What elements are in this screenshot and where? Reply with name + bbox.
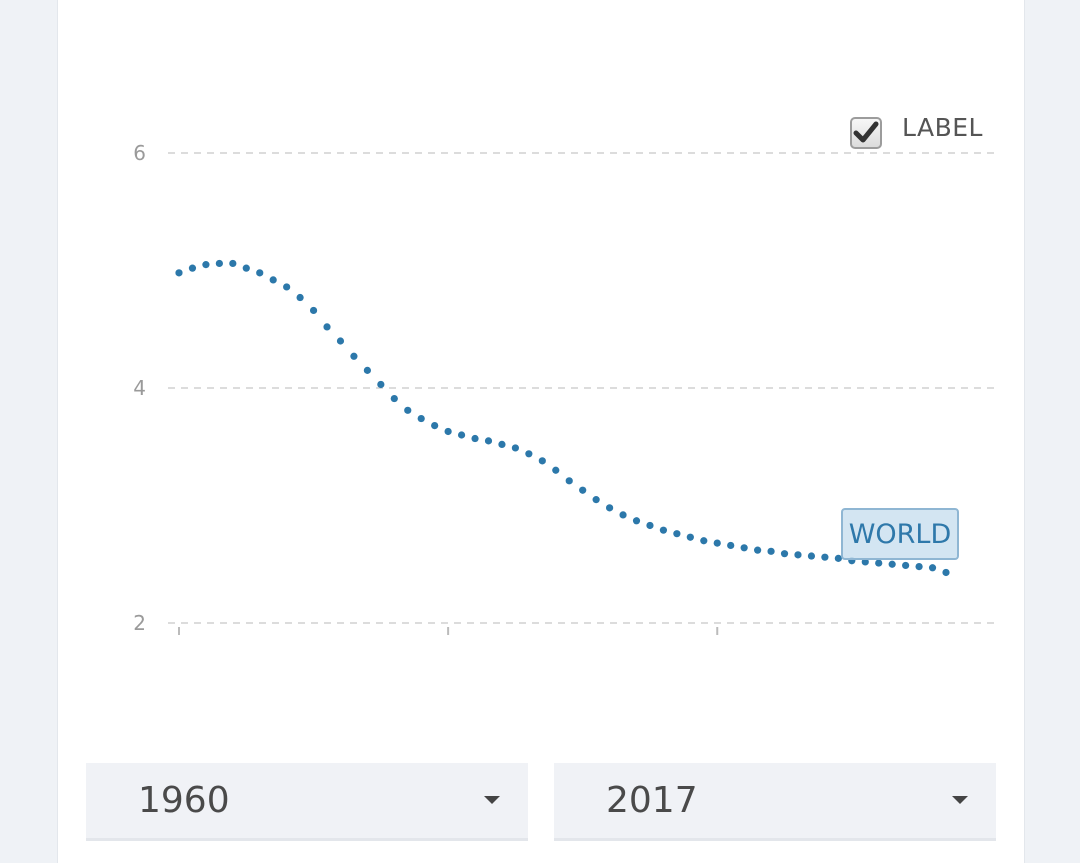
data-point (188, 264, 197, 272)
data-point (915, 563, 923, 571)
x-axis (178, 627, 719, 635)
data-point (457, 431, 466, 439)
data-point (417, 414, 425, 423)
data-point (579, 486, 587, 494)
data-point (202, 261, 210, 269)
data-point (431, 422, 439, 430)
data-point (444, 427, 452, 436)
chevron-down-icon (484, 796, 500, 804)
data-point (350, 352, 358, 360)
data-point (484, 437, 493, 445)
label-toggle-text: LABEL (902, 112, 983, 142)
data-point (740, 544, 748, 552)
data-point (336, 337, 345, 345)
data-point (780, 550, 789, 558)
data-point (309, 306, 318, 315)
y-tick-label: 2 (133, 611, 146, 635)
data-point (875, 559, 883, 567)
data-point (646, 521, 654, 530)
end-year-value: 2017 (606, 780, 698, 821)
data-point (686, 533, 694, 541)
data-point (619, 511, 627, 519)
data-point (175, 269, 183, 277)
data-point (296, 293, 304, 302)
label-checkbox[interactable] (850, 117, 882, 149)
start-year-select[interactable]: 1960 (86, 763, 528, 841)
data-point (861, 558, 869, 566)
data-point (404, 406, 412, 414)
data-point (754, 546, 762, 554)
data-point (902, 561, 910, 570)
series-label-world: WORLD (841, 508, 959, 560)
start-year-value: 1960 (138, 780, 230, 821)
chevron-down-icon (952, 796, 968, 804)
data-point (390, 394, 398, 403)
data-point (565, 477, 573, 485)
y-axis: 2 4 6 (133, 141, 146, 635)
data-point (727, 541, 735, 550)
data-point (323, 323, 331, 331)
data-point (256, 269, 264, 277)
data-point (592, 496, 600, 504)
data-point (794, 551, 802, 559)
data-point (215, 259, 223, 268)
data-point (673, 530, 681, 538)
data-point (242, 264, 250, 272)
data-point (767, 547, 775, 555)
y-tick-label: 4 (133, 376, 146, 400)
data-point (632, 517, 641, 525)
line-chart: 2 4 6 (133, 141, 995, 635)
grid-lines (168, 152, 995, 624)
data-point (511, 444, 520, 452)
data-point (525, 450, 533, 458)
data-point (807, 552, 816, 560)
data-point (498, 440, 506, 448)
data-point (363, 366, 371, 374)
checkmark-icon (853, 121, 879, 143)
data-point (605, 504, 614, 512)
y-tick-label: 6 (133, 141, 146, 165)
label-toggle[interactable]: LABEL (850, 110, 983, 156)
data-point (538, 457, 546, 465)
data-point (834, 554, 842, 562)
data-point (229, 259, 237, 268)
data-point (659, 526, 668, 534)
data-point (713, 539, 721, 547)
data-point (821, 553, 829, 561)
data-point (269, 276, 277, 284)
data-point (928, 564, 937, 572)
end-year-select[interactable]: 2017 (554, 763, 996, 841)
data-point (888, 560, 896, 568)
data-point (471, 434, 479, 443)
series-world (175, 259, 950, 577)
data-point (283, 283, 291, 291)
data-point (377, 380, 385, 389)
data-point (942, 568, 950, 577)
data-point (552, 466, 560, 474)
data-point (700, 537, 708, 545)
